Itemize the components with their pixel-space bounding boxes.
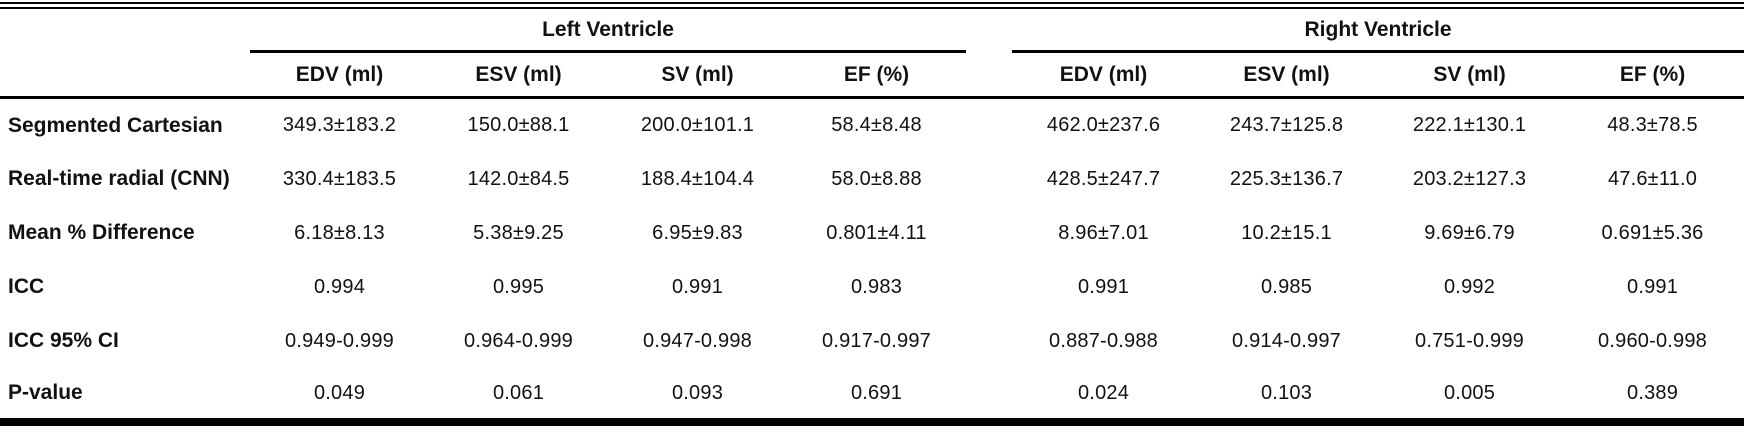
- column-header-rv-ef: EF (%): [1561, 51, 1744, 99]
- cell-lv-sv: 200.0±101.1: [640, 114, 755, 137]
- column-header-row: EDV (ml) ESV (ml) SV (ml) EF (%) EDV (ml…: [0, 51, 1744, 99]
- cell-rv-esv: 225.3±136.7: [1229, 167, 1344, 190]
- group-header-row: Left Ventricle Right Ventricle: [0, 5, 1744, 53]
- cell-lv-ef: 58.4±8.48: [831, 114, 922, 137]
- cell-lv-edv: 6.18±8.13: [294, 221, 385, 244]
- cell-rv-edv: 462.0±237.6: [1046, 114, 1161, 137]
- cell-lv-esv: 150.0±88.1: [467, 114, 570, 137]
- stats-table: Left Ventricle Right Ventricle EDV (ml) …: [0, 2, 1744, 426]
- row-label: ICC: [8, 275, 45, 298]
- column-header-lv-esv: ESV (ml): [429, 51, 608, 99]
- cell-lv-ef: 0.801±4.11: [826, 221, 927, 244]
- column-header-blank: [0, 51, 250, 99]
- gap-cell: [966, 314, 1012, 368]
- cell-lv-ef: 0.691: [850, 381, 903, 404]
- table-row-p-value: P-value 0.049 0.061 0.093 0.691 0.024 0.…: [0, 368, 1744, 422]
- cell-rv-ef: 0.389: [1627, 381, 1679, 404]
- column-header-rv-edv: EDV (ml): [1012, 51, 1196, 99]
- cell-lv-esv: 0.995: [492, 275, 545, 298]
- group-gap-cell: [966, 6, 1012, 52]
- gap-cell: [966, 368, 1012, 422]
- cell-lv-ef: 0.917-0.997: [822, 329, 931, 352]
- cell-rv-esv: 10.2±15.1: [1241, 221, 1332, 244]
- table-row-mean-pct-difference: Mean % Difference 6.18±8.13 5.38±9.25 6.…: [0, 206, 1744, 260]
- column-header-rv-sv: SV (ml): [1378, 51, 1562, 99]
- cell-rv-edv: 0.887-0.988: [1049, 329, 1158, 352]
- cell-lv-edv: 0.949-0.999: [285, 329, 394, 352]
- cell-rv-ef: 0.691±5.36: [1601, 221, 1704, 244]
- cell-rv-edv: 0.991: [1077, 275, 1130, 298]
- cell-rv-edv: 428.5±247.7: [1046, 167, 1161, 190]
- cell-rv-ef: 0.960-0.998: [1598, 329, 1708, 352]
- cell-lv-sv: 6.95±9.83: [652, 221, 743, 244]
- cell-lv-esv: 142.0±84.5: [467, 167, 570, 190]
- cell-rv-sv: 222.1±130.1: [1412, 114, 1527, 137]
- cell-lv-edv: 0.994: [313, 275, 366, 298]
- column-header-lv-ef: EF (%): [787, 51, 967, 99]
- table-row-icc: ICC 0.994 0.995 0.991 0.983 0.991 0.985 …: [0, 260, 1744, 314]
- cell-rv-sv: 203.2±127.3: [1412, 167, 1527, 190]
- column-header-lv-sv: SV (ml): [608, 51, 787, 99]
- gap-cell: [966, 152, 1012, 206]
- row-label: Segmented Cartesian: [8, 113, 223, 137]
- cell-lv-sv: 0.093: [671, 381, 724, 404]
- cell-lv-ef: 0.983: [850, 275, 903, 298]
- row-label: Real-time radial (CNN): [8, 167, 230, 190]
- group-header-right-ventricle: Right Ventricle: [1012, 5, 1744, 53]
- table-row-icc-95-ci: ICC 95% CI 0.949-0.999 0.964-0.999 0.947…: [0, 314, 1744, 368]
- cell-rv-ef: 48.3±78.5: [1607, 114, 1698, 137]
- gap-cell: [966, 98, 1012, 152]
- row-label: Mean % Difference: [8, 221, 195, 244]
- cell-rv-edv: 0.024: [1077, 381, 1130, 404]
- cell-lv-esv: 0.061: [492, 381, 545, 404]
- table-row-segmented-cartesian: Segmented Cartesian 349.3±183.2 150.0±88…: [0, 98, 1744, 152]
- cell-rv-sv: 0.005: [1443, 381, 1496, 404]
- cell-rv-ef: 47.6±11.0: [1607, 167, 1698, 190]
- cell-rv-ef: 0.991: [1627, 275, 1679, 298]
- group-header-left-ventricle: Left Ventricle: [250, 5, 967, 53]
- cell-lv-sv: 188.4±104.4: [640, 167, 755, 190]
- cell-lv-edv: 330.4±183.5: [282, 167, 397, 190]
- row-label: ICC 95% CI: [8, 329, 119, 352]
- cell-rv-esv: 0.985: [1260, 275, 1313, 298]
- cell-rv-sv: 0.992: [1443, 275, 1496, 298]
- column-header-rv-esv: ESV (ml): [1195, 51, 1379, 99]
- corner-cell: [0, 6, 250, 52]
- cell-rv-sv: 9.69±6.79: [1424, 221, 1515, 244]
- row-label: P-value: [8, 381, 83, 404]
- cell-lv-edv: 349.3±183.2: [282, 114, 397, 137]
- table-row-realtime-radial-cnn: Real-time radial (CNN) 330.4±183.5 142.0…: [0, 152, 1744, 206]
- cell-lv-edv: 0.049: [313, 381, 366, 404]
- cell-rv-edv: 8.96±7.01: [1058, 221, 1149, 244]
- column-header-gap: [966, 51, 1013, 99]
- cell-lv-esv: 5.38±9.25: [473, 221, 564, 244]
- cell-lv-ef: 58.0±8.88: [831, 167, 922, 190]
- cell-rv-esv: 0.103: [1260, 381, 1313, 404]
- cell-lv-sv: 0.947-0.998: [643, 329, 752, 352]
- gap-cell: [966, 206, 1012, 260]
- column-header-lv-edv: EDV (ml): [250, 51, 429, 99]
- gap-cell: [966, 260, 1012, 314]
- cell-rv-esv: 0.914-0.997: [1232, 329, 1341, 352]
- cell-lv-esv: 0.964-0.999: [464, 329, 573, 352]
- cell-rv-sv: 0.751-0.999: [1415, 329, 1524, 352]
- cell-lv-sv: 0.991: [671, 275, 724, 298]
- cell-rv-esv: 243.7±125.8: [1229, 114, 1344, 137]
